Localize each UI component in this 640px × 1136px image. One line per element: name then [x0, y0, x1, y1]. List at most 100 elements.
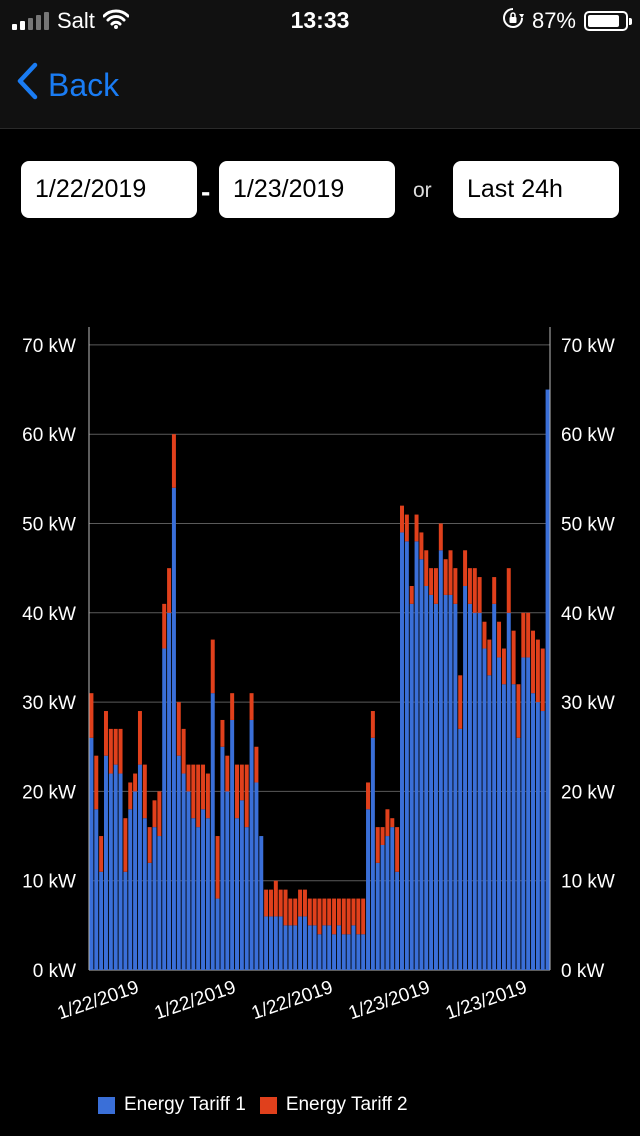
- bar-tariff-2: [448, 550, 453, 595]
- bar-tariff-2: [472, 568, 477, 613]
- bar-tariff-2: [443, 559, 448, 595]
- bar-tariff-1: [545, 389, 550, 970]
- bar-tariff-2: [210, 639, 215, 694]
- bar-tariff-1: [196, 827, 201, 970]
- bar-tariff-2: [307, 898, 312, 926]
- clock: 13:33: [290, 7, 350, 33]
- bar-tariff-1: [288, 925, 293, 970]
- bar-tariff-2: [312, 898, 317, 926]
- bar-tariff-1: [249, 719, 254, 970]
- bar-tariff-1: [152, 827, 157, 970]
- bar-tariff-2: [249, 693, 254, 720]
- bar-tariff-1: [482, 648, 487, 970]
- bar-tariff-1: [390, 827, 395, 970]
- bar-tariff-2: [482, 621, 487, 649]
- bar-tariff-2: [89, 693, 94, 738]
- bar-tariff-2: [220, 719, 225, 747]
- bar-tariff-1: [99, 871, 104, 970]
- bar-tariff-1: [142, 818, 147, 970]
- y-tick-label-right: 20 kW: [561, 782, 615, 803]
- bar-tariff-1: [317, 934, 322, 970]
- bar-tariff-1: [458, 728, 463, 970]
- bar-tariff-2: [516, 684, 521, 738]
- bar-tariff-1: [176, 755, 181, 970]
- bar-tariff-2: [196, 764, 201, 828]
- bar-tariff-2: [302, 889, 307, 917]
- bar-tariff-1: [375, 862, 380, 970]
- bar-tariff-1: [477, 612, 482, 970]
- bar-tariff-1: [283, 925, 288, 970]
- bar-tariff-1: [429, 594, 434, 970]
- bar-tariff-1: [370, 737, 375, 970]
- y-tick-label-left: 0 kW: [33, 961, 76, 982]
- bar-tariff-1: [404, 541, 409, 970]
- bar-tariff-1: [526, 657, 531, 970]
- bar-tariff-2: [332, 898, 337, 935]
- back-button[interactable]: Back: [16, 62, 119, 108]
- status-left: Salt: [12, 8, 130, 34]
- last-24h-button[interactable]: Last 24h: [453, 161, 619, 218]
- bar-tariff-1: [244, 827, 249, 970]
- bar-tariff-1: [540, 711, 545, 970]
- bar-tariff-2: [526, 612, 531, 658]
- bar-tariff-1: [307, 925, 312, 970]
- bar-tariff-2: [167, 568, 172, 613]
- bar-tariff-1: [351, 925, 356, 970]
- bar-tariff-1: [487, 675, 492, 970]
- bar-tariff-1: [89, 737, 94, 970]
- bar-tariff-2: [395, 827, 400, 872]
- bar-tariff-1: [278, 916, 283, 970]
- to-date-field[interactable]: 1/23/2019: [219, 161, 395, 218]
- bar-tariff-2: [404, 514, 409, 542]
- chevron-left-icon: [16, 62, 38, 108]
- bar-tariff-2: [419, 532, 424, 560]
- x-tick-label: 1/22/2019: [249, 977, 336, 1024]
- legend-item-tariff-1: Energy Tariff 1: [98, 1094, 246, 1116]
- bar-tariff-2: [375, 827, 380, 863]
- bar-tariff-1: [336, 925, 341, 970]
- bar-tariff-2: [157, 791, 162, 837]
- bar-tariff-2: [380, 827, 385, 845]
- bar-tariff-2: [254, 746, 259, 783]
- bar-tariff-2: [531, 630, 536, 694]
- bar-tariff-2: [137, 711, 142, 765]
- status-bar: Salt 13:33 87%: [0, 0, 640, 40]
- bar-tariff-2: [239, 764, 244, 801]
- bar-tariff-2: [162, 603, 167, 649]
- bar-tariff-2: [511, 630, 516, 685]
- bar-tariff-1: [157, 836, 162, 970]
- bar-tariff-1: [409, 603, 414, 970]
- signal-icon: [12, 12, 49, 30]
- bar-tariff-2: [467, 568, 472, 604]
- y-tick-label-left: 50 kW: [22, 515, 76, 536]
- date-separator: -: [201, 176, 211, 207]
- bar-tariff-1: [191, 818, 196, 970]
- bar-tariff-2: [356, 898, 361, 935]
- bar-tariff-2: [366, 782, 371, 810]
- bar-tariff-2: [341, 898, 346, 935]
- y-tick-label-left: 70 kW: [22, 336, 76, 357]
- bar-tariff-1: [492, 603, 497, 970]
- bar-tariff-2: [438, 523, 443, 551]
- bar-tariff-1: [137, 764, 142, 970]
- bar-tariff-2: [322, 898, 327, 926]
- y-tick-label-right: 30 kW: [561, 693, 615, 714]
- bar-tariff-2: [400, 505, 404, 533]
- bar-tariff-2: [317, 898, 322, 935]
- bar-tariff-1: [235, 818, 239, 970]
- bar-tariff-1: [521, 657, 526, 970]
- legend-swatch-tariff-2: [259, 1096, 277, 1114]
- battery-icon: [584, 10, 632, 31]
- bar-tariff-1: [230, 719, 235, 970]
- bar-tariff-2: [433, 568, 438, 604]
- wifi-icon: [102, 9, 130, 34]
- y-tick-label-left: 30 kW: [22, 693, 76, 714]
- bar-tariff-1: [201, 809, 206, 970]
- bar-tariff-2: [351, 898, 356, 926]
- bar-tariff-1: [133, 791, 138, 970]
- from-date-field[interactable]: 1/22/2019: [21, 161, 197, 218]
- y-tick-label-left: 20 kW: [22, 782, 76, 803]
- bar-tariff-2: [244, 764, 249, 828]
- bar-tariff-2: [133, 773, 138, 792]
- bar-tariff-2: [521, 612, 526, 658]
